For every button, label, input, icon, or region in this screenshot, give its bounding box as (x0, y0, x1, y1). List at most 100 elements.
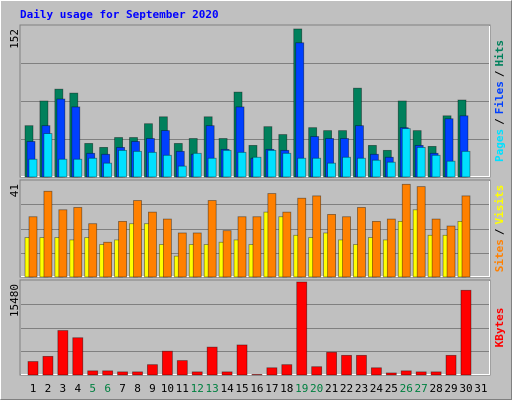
bar (161, 350, 173, 376)
bar (28, 216, 38, 278)
bar (327, 162, 337, 178)
legend-separator: / (493, 70, 506, 77)
bar (117, 371, 128, 376)
bar (431, 218, 441, 278)
x-tick-label: 15 (235, 382, 248, 395)
x-tick-label: 9 (149, 382, 156, 395)
bar (102, 370, 114, 376)
bar (461, 195, 471, 278)
bar (133, 150, 142, 178)
bar (445, 354, 457, 376)
bar (177, 165, 187, 178)
bar (207, 200, 217, 278)
bar (461, 150, 471, 178)
bar (237, 216, 247, 278)
bar (27, 361, 39, 376)
legend-separator: / (493, 228, 506, 235)
bar (176, 360, 188, 376)
x-tick-label: 6 (104, 382, 111, 395)
bar (237, 151, 247, 178)
legend: Pages / Files / Hits (493, 40, 506, 162)
bar (341, 354, 352, 376)
x-tick-label: 11 (176, 382, 189, 395)
bar (236, 344, 248, 376)
x-tick-label: 3 (60, 382, 67, 395)
x-tick-label: 21 (325, 382, 338, 395)
legend-entry: Pages (493, 129, 506, 162)
bar (371, 159, 381, 178)
bar (192, 232, 202, 278)
x-tick-label: 10 (161, 382, 174, 395)
legend-entry: KBytes (493, 308, 506, 348)
bar (28, 158, 38, 178)
y-tick-label: 152 (8, 29, 21, 49)
bar (295, 42, 305, 178)
bar (282, 152, 292, 178)
y-tick-label: 15480 (8, 284, 21, 317)
x-tick-label: 27 (415, 382, 428, 395)
bar (192, 152, 202, 178)
x-tick-label: 29 (444, 382, 457, 395)
x-tick-label: 17 (265, 382, 278, 395)
bar (326, 351, 338, 376)
bar (221, 371, 233, 376)
bar (296, 281, 308, 376)
bar (252, 156, 262, 178)
bar (57, 330, 69, 376)
bar (401, 183, 411, 278)
bar (87, 370, 99, 376)
x-tick-label: 14 (220, 382, 234, 395)
bar (252, 216, 262, 278)
bar (311, 366, 323, 376)
bar (327, 214, 337, 278)
bar (267, 193, 277, 278)
bar (162, 154, 172, 178)
bar (460, 289, 472, 376)
x-tick-label: 31 (474, 382, 487, 395)
bar (401, 128, 411, 178)
bar (148, 211, 157, 278)
x-tick-label: 7 (119, 382, 126, 395)
bar (312, 157, 322, 178)
x-tick-label: 24 (370, 382, 384, 395)
chart-title: Daily usage for September 2020 (20, 8, 219, 21)
bar (266, 367, 278, 376)
bar (281, 364, 293, 376)
x-tick-label: 2 (45, 382, 52, 395)
bar (207, 157, 217, 178)
bar (371, 220, 381, 278)
bar (416, 146, 426, 178)
bar (446, 160, 456, 178)
bar (58, 209, 68, 278)
x-tick-label: 1 (30, 382, 37, 395)
x-tick-label: 20 (310, 382, 323, 395)
bar (118, 149, 127, 178)
bar (282, 211, 292, 278)
bar (103, 162, 113, 178)
x-tick-label: 13 (206, 382, 219, 395)
y-tick-label: 41 (8, 184, 21, 197)
bar (88, 157, 98, 178)
bar (72, 337, 84, 376)
bar (342, 216, 351, 278)
x-tick-label: 18 (280, 382, 293, 395)
bar (191, 371, 203, 376)
bar (222, 149, 232, 178)
bar (147, 364, 158, 376)
bar (132, 371, 143, 376)
bar (357, 157, 366, 178)
x-tick-label: 19 (295, 382, 308, 395)
bar (43, 190, 53, 278)
legend: Sites / Visits (493, 185, 506, 273)
bar (386, 161, 396, 178)
x-tick-label: 26 (400, 382, 413, 395)
x-tick-label: 22 (340, 382, 353, 395)
legend-entry: Files (493, 81, 506, 114)
x-tick-label: 23 (355, 382, 368, 395)
bar (118, 220, 127, 278)
bar (73, 158, 83, 178)
bar (251, 373, 263, 376)
bar (342, 156, 351, 178)
